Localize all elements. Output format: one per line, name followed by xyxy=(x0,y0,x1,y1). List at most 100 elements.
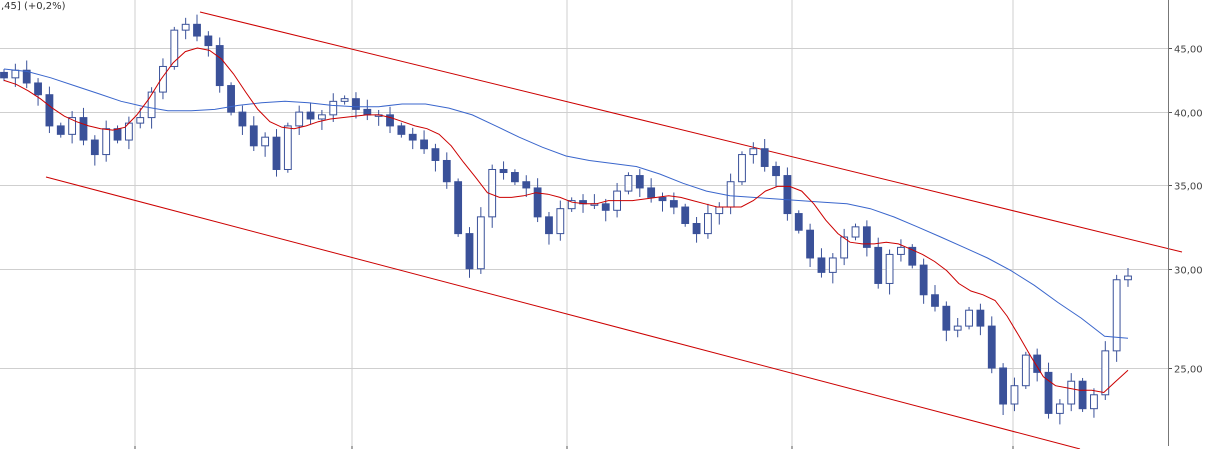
candle-body-down xyxy=(783,175,792,215)
candle-body-down xyxy=(692,222,701,235)
candle-body-up xyxy=(295,111,304,127)
y-tick-label: 45,00 xyxy=(1174,45,1203,56)
candle-body-down xyxy=(397,125,406,135)
candle xyxy=(408,127,417,150)
candle-body-up xyxy=(1124,275,1132,281)
candle xyxy=(454,178,463,237)
candle-body-up xyxy=(1021,354,1030,387)
candle-body-up xyxy=(749,148,758,156)
candles xyxy=(0,14,1132,425)
candle xyxy=(862,220,871,257)
candle xyxy=(227,82,235,116)
candle xyxy=(556,200,565,241)
candle xyxy=(942,301,951,342)
candle-body-down xyxy=(908,246,917,266)
candle xyxy=(1090,388,1098,418)
candle xyxy=(522,175,531,197)
candle-body-down xyxy=(56,125,65,135)
candle xyxy=(68,111,77,144)
candle xyxy=(567,197,576,212)
candle xyxy=(34,78,42,106)
candle-body-up xyxy=(704,213,712,235)
candle-body-down xyxy=(931,294,939,307)
candle xyxy=(329,93,338,122)
candle xyxy=(908,244,917,269)
candle-body-up xyxy=(1112,279,1121,352)
candle-body-down xyxy=(635,175,644,189)
candle-body-down xyxy=(113,128,122,141)
candle xyxy=(511,169,519,185)
candle xyxy=(397,122,406,138)
candle-body-up xyxy=(68,117,77,135)
candle xyxy=(283,122,292,173)
candle-body-up xyxy=(624,175,633,192)
candle-body-down xyxy=(522,181,531,189)
candle-body-up xyxy=(715,206,724,215)
candle xyxy=(352,92,360,119)
candle xyxy=(851,223,860,241)
candle xyxy=(476,207,485,274)
candle xyxy=(715,202,724,225)
candle-body-down xyxy=(772,165,780,177)
candle-body-down xyxy=(454,181,463,235)
candle-body-up xyxy=(317,114,326,120)
candle-body-down xyxy=(669,200,678,208)
candle xyxy=(772,161,780,187)
candle-body-down xyxy=(204,35,213,47)
y-tick-label: 40,00 xyxy=(1174,109,1203,120)
price-axis: 25,00 30,00 35,00 40,00 45,00 xyxy=(134,0,1203,449)
candle xyxy=(1033,348,1042,382)
candle-body-down xyxy=(987,325,996,369)
candle xyxy=(170,26,179,70)
candle xyxy=(692,216,701,243)
candle-body-up xyxy=(840,236,849,259)
candle-body-up xyxy=(567,200,576,210)
candle-body-down xyxy=(215,45,224,87)
candle xyxy=(533,178,542,223)
candle xyxy=(124,116,133,150)
candle xyxy=(136,107,145,129)
candle-body-down xyxy=(942,305,951,331)
candle-body-down xyxy=(34,82,42,96)
candle xyxy=(488,164,497,228)
candle-body-up xyxy=(1010,385,1019,405)
candle-body-up xyxy=(1067,380,1076,405)
candle xyxy=(783,167,792,221)
candle-body-down xyxy=(1044,371,1053,414)
candle xyxy=(431,143,440,172)
candle xyxy=(760,139,769,172)
candle-body-down xyxy=(45,94,54,127)
candle-body-up xyxy=(828,257,837,273)
candle-body-down xyxy=(1078,380,1087,410)
candle xyxy=(931,285,939,312)
candle xyxy=(45,86,54,134)
candle-body-up xyxy=(283,125,292,170)
candle-body-up xyxy=(851,226,860,238)
candle-body-up xyxy=(1101,350,1110,396)
candle xyxy=(953,317,962,338)
candle-body-down xyxy=(238,111,247,127)
candle-body-up xyxy=(1055,403,1064,414)
candle-body-down xyxy=(386,114,394,127)
candle-body-up xyxy=(476,216,485,270)
candle xyxy=(658,192,667,212)
candle-body-down xyxy=(499,168,508,174)
candle-body-down xyxy=(465,233,474,270)
candle-body-down xyxy=(601,203,610,211)
candle-body-up xyxy=(136,117,145,124)
candle xyxy=(794,210,803,234)
candle-body-up xyxy=(953,325,962,331)
candle xyxy=(1078,377,1087,412)
candle-body-up xyxy=(726,181,735,208)
candle-body-up xyxy=(340,98,349,102)
candle xyxy=(420,130,428,154)
candle xyxy=(1021,351,1030,389)
candle xyxy=(885,249,894,295)
candle xyxy=(1124,267,1132,287)
candle-body-down xyxy=(681,206,690,224)
candle-body-down xyxy=(363,108,372,116)
candle xyxy=(295,105,304,135)
candle-body-down xyxy=(999,367,1008,405)
candle-body-down xyxy=(306,111,315,120)
